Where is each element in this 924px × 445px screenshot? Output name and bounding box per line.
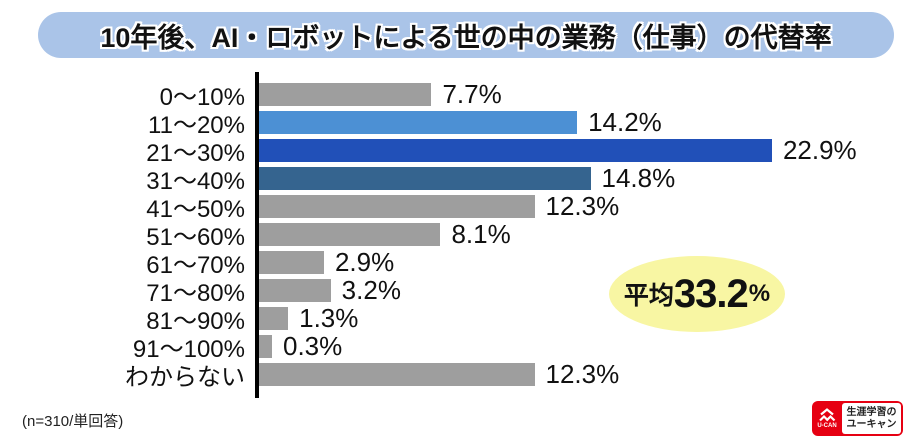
chart-row: 41〜50% 12.3% (0, 191, 924, 223)
value-label: 14.8% (601, 162, 676, 193)
chart-row: 11〜20% 14.2% (0, 107, 924, 139)
bar-chart: 0〜10% 7.7% 11〜20% 14.2% 21〜30% 22.9% 31〜… (0, 72, 924, 398)
bar (259, 110, 578, 134)
ucan-tagline-line2: ユーキャン (846, 418, 897, 430)
value-label: 2.9% (334, 246, 395, 277)
bar-area: 2.9% (255, 247, 924, 278)
bar-area: 14.2% (255, 107, 924, 138)
category-label: 41〜50% (146, 195, 245, 223)
bar (259, 334, 272, 358)
category-label: 81〜90% (146, 307, 245, 335)
category-label: 21〜30% (146, 139, 245, 167)
ucan-mark: U-CAN (814, 403, 840, 434)
value-label: 3.2% (341, 274, 401, 305)
category-label: 31〜40% (146, 167, 245, 195)
bar (259, 194, 535, 218)
ucan-brand-label: U-CAN (817, 423, 837, 429)
average-percent-sign: % (748, 280, 771, 307)
category-label: 11〜20% (148, 111, 245, 139)
chart-row: 61〜70% 2.9% (0, 247, 924, 279)
bar-area: 22.9% (255, 135, 924, 166)
page-title: 10年後、AI・ロボットによる世の中の業務（仕事）の代替率 (100, 22, 832, 53)
category-label: 61〜70% (146, 251, 245, 279)
value-label: 1.3% (299, 302, 359, 333)
average-badge: 平均 33.2% (609, 256, 785, 332)
y-axis-line (255, 72, 259, 398)
value-label: 12.3% (545, 190, 620, 221)
ucan-tagline-line1: 生涯学習の (846, 406, 897, 418)
value-label: 0.3% (283, 330, 343, 361)
chart-row: 0〜10% 7.7% (0, 79, 924, 111)
category-label: わからない (125, 363, 245, 391)
value-label: 22.9% (782, 134, 857, 165)
chart-row: 51〜60% 8.1% (0, 219, 924, 251)
category-label: 91〜100% (132, 335, 245, 363)
sample-size-note: (n=310/単回答) (22, 413, 124, 430)
chart-row: 81〜90% 1.3% (0, 303, 924, 335)
bar-area: 3.2% (255, 275, 924, 306)
chart-row: 21〜30% 22.9% (0, 135, 924, 167)
category-label: 0〜10% (159, 83, 245, 111)
bar-area: 12.3% (255, 359, 924, 390)
value-label: 12.3% (545, 358, 620, 389)
bar (259, 166, 591, 190)
ucan-tagline: 生涯学習の ユーキャン (842, 403, 901, 434)
bar (259, 138, 772, 162)
value-label: 7.7% (442, 78, 502, 109)
chart-title-banner: 10年後、AI・ロボットによる世の中の業務（仕事）の代替率 (38, 12, 894, 58)
average-prefix-label: 平均 (623, 282, 674, 310)
bar-area: 8.1% (255, 219, 924, 250)
value-label: 8.1% (451, 218, 511, 249)
chart-row: 31〜40% 14.8% (0, 163, 924, 195)
bar-area: 0.3% (255, 331, 924, 362)
bar (259, 362, 535, 386)
chart-row: 71〜80% 3.2% (0, 275, 924, 307)
value-label: 14.2% (588, 106, 662, 137)
bar-area: 14.8% (255, 163, 924, 194)
ucan-chevron-icon (819, 408, 836, 422)
chart-rows: 0〜10% 7.7% 11〜20% 14.2% 21〜30% 22.9% 31〜… (0, 79, 924, 391)
bar (259, 82, 432, 106)
chart-row: 91〜100% 0.3% (0, 331, 924, 363)
bar-area: 12.3% (255, 191, 924, 222)
ucan-logo: U-CAN 生涯学習の ユーキャン (812, 401, 903, 436)
category-label: 51〜60% (146, 223, 245, 251)
bar (259, 222, 441, 246)
average-value: 33.2 (673, 271, 749, 316)
bar-area: 1.3% (255, 303, 924, 334)
bar (259, 306, 289, 330)
bar-area: 7.7% (255, 79, 924, 110)
chart-row: わからない 12.3% (0, 359, 924, 391)
category-label: 71〜80% (146, 279, 245, 307)
bar (259, 250, 324, 274)
bar (259, 278, 331, 302)
